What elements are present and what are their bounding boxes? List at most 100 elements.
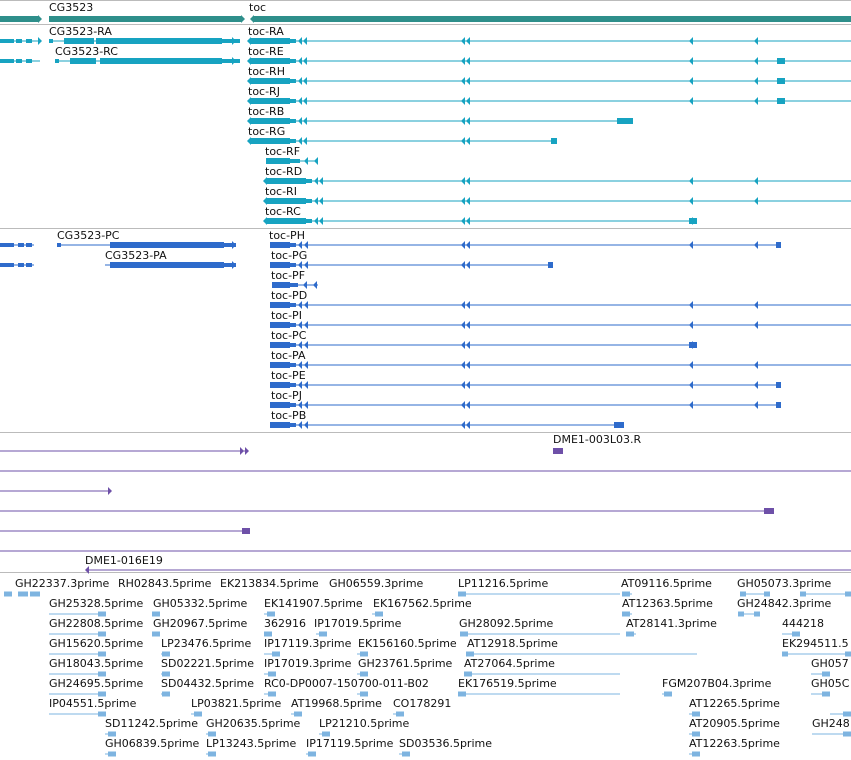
exon-block[interactable] bbox=[49, 39, 53, 43]
est-label[interactable]: AT27064.5prime bbox=[464, 657, 555, 670]
est-label[interactable]: GH22808.5prime bbox=[49, 617, 144, 630]
direction-arrow[interactable] bbox=[754, 241, 758, 249]
est-block[interactable] bbox=[692, 711, 700, 717]
exon-block[interactable] bbox=[250, 118, 290, 124]
exon-block[interactable] bbox=[776, 382, 781, 388]
gene-glyph[interactable] bbox=[253, 16, 851, 22]
exon-block[interactable] bbox=[777, 58, 785, 64]
transcript-label[interactable]: toc-PA bbox=[271, 349, 306, 362]
exon-block[interactable] bbox=[270, 262, 290, 268]
direction-arrow[interactable] bbox=[461, 241, 465, 249]
est-label[interactable]: AT12918.5prime bbox=[467, 637, 558, 650]
direction-arrow[interactable] bbox=[461, 401, 465, 409]
direction-arrow[interactable] bbox=[461, 37, 465, 45]
direction-arrow[interactable] bbox=[298, 241, 302, 249]
direction-arrow[interactable] bbox=[466, 421, 470, 429]
est-label[interactable]: AT09116.5prime bbox=[621, 577, 712, 590]
est-label[interactable]: GH05332.5prime bbox=[153, 597, 248, 610]
direction-arrow[interactable] bbox=[754, 37, 758, 45]
exon-block[interactable] bbox=[290, 99, 296, 103]
exon-block[interactable] bbox=[70, 58, 96, 64]
est-block[interactable] bbox=[162, 651, 170, 657]
est-block[interactable] bbox=[22, 591, 28, 597]
exon-block[interactable] bbox=[617, 118, 633, 124]
est-label[interactable]: AT19968.5prime bbox=[291, 697, 382, 710]
direction-arrow[interactable] bbox=[461, 217, 465, 225]
direction-arrow[interactable] bbox=[754, 361, 758, 369]
est-label[interactable]: LP11216.5prime bbox=[458, 577, 549, 590]
direction-arrow[interactable] bbox=[461, 77, 465, 85]
est-label[interactable]: FGM207B04.3prime bbox=[662, 677, 772, 690]
est-label[interactable]: RH02843.5prime bbox=[118, 577, 212, 590]
est-block[interactable] bbox=[764, 591, 770, 597]
direction-arrow[interactable] bbox=[298, 261, 302, 269]
est-block[interactable] bbox=[308, 751, 316, 757]
est-label[interactable]: SD03536.5prime bbox=[399, 737, 492, 750]
est-block[interactable] bbox=[268, 691, 276, 697]
exon-block[interactable] bbox=[776, 402, 781, 408]
direction-arrow[interactable] bbox=[241, 15, 245, 23]
exon-block[interactable] bbox=[614, 422, 624, 428]
est-label[interactable]: EK213834.5prime bbox=[220, 577, 319, 590]
exon-block[interactable] bbox=[224, 243, 236, 247]
est-block[interactable] bbox=[396, 711, 404, 717]
est-block[interactable] bbox=[98, 631, 106, 637]
est-block[interactable] bbox=[460, 631, 468, 637]
est-label[interactable]: IP17019.3prime bbox=[264, 657, 352, 670]
clone-arrow[interactable] bbox=[85, 566, 89, 574]
est-block[interactable] bbox=[34, 591, 40, 597]
est-block[interactable] bbox=[822, 691, 830, 697]
est-block[interactable] bbox=[822, 671, 830, 677]
est-label[interactable]: 362916 bbox=[264, 617, 306, 630]
est-block[interactable] bbox=[692, 731, 700, 737]
transcript-label[interactable]: toc-PB bbox=[271, 409, 307, 422]
est-block[interactable] bbox=[264, 631, 272, 637]
direction-arrow[interactable] bbox=[754, 97, 758, 105]
direction-arrow[interactable] bbox=[298, 97, 302, 105]
exon-block[interactable] bbox=[57, 243, 61, 247]
est-block[interactable] bbox=[843, 731, 851, 737]
exon-block[interactable] bbox=[290, 423, 296, 427]
direction-arrow[interactable] bbox=[304, 421, 308, 429]
est-label[interactable]: 444218 bbox=[782, 617, 824, 630]
direction-arrow[interactable] bbox=[304, 301, 308, 309]
est-label[interactable]: GH28092.5prime bbox=[459, 617, 554, 630]
direction-arrow[interactable] bbox=[466, 361, 470, 369]
direction-arrow[interactable] bbox=[304, 341, 308, 349]
exon-block[interactable] bbox=[270, 342, 290, 348]
gene-label[interactable]: toc bbox=[249, 1, 267, 14]
est-block[interactable] bbox=[402, 751, 410, 757]
direction-arrow[interactable] bbox=[247, 77, 251, 85]
exon-block[interactable] bbox=[548, 262, 553, 268]
transcript-label[interactable]: toc-RB bbox=[248, 105, 285, 118]
direction-arrow[interactable] bbox=[689, 197, 693, 205]
est-label[interactable]: SD11242.5prime bbox=[105, 717, 198, 730]
exon-block[interactable] bbox=[290, 363, 296, 367]
est-block[interactable] bbox=[108, 731, 116, 737]
direction-arrow[interactable] bbox=[466, 341, 470, 349]
est-label[interactable]: EK167562.5prime bbox=[373, 597, 472, 610]
exon-block[interactable] bbox=[250, 138, 290, 144]
direction-arrow[interactable] bbox=[304, 261, 308, 269]
est-block[interactable] bbox=[845, 591, 851, 597]
est-block[interactable] bbox=[375, 611, 383, 617]
est-label[interactable]: GH05073.3prime bbox=[737, 577, 832, 590]
direction-arrow[interactable] bbox=[247, 117, 251, 125]
exon-block[interactable] bbox=[250, 78, 290, 84]
direction-arrow[interactable] bbox=[247, 37, 251, 45]
direction-arrow[interactable] bbox=[314, 197, 318, 205]
direction-arrow[interactable] bbox=[689, 321, 693, 329]
est-label[interactable]: LP23476.5prime bbox=[161, 637, 252, 650]
transcript-label[interactable]: CG3523-PA bbox=[105, 249, 167, 262]
exon-block[interactable] bbox=[270, 302, 290, 308]
est-block[interactable] bbox=[738, 611, 744, 617]
direction-arrow[interactable] bbox=[461, 97, 465, 105]
est-block[interactable] bbox=[782, 651, 788, 657]
est-block[interactable] bbox=[360, 691, 368, 697]
direction-arrow[interactable] bbox=[298, 117, 302, 125]
clone-arrow[interactable] bbox=[245, 447, 249, 455]
direction-arrow[interactable] bbox=[303, 117, 307, 125]
est-block[interactable] bbox=[692, 751, 700, 757]
direction-arrow[interactable] bbox=[303, 97, 307, 105]
direction-arrow[interactable] bbox=[466, 137, 470, 145]
